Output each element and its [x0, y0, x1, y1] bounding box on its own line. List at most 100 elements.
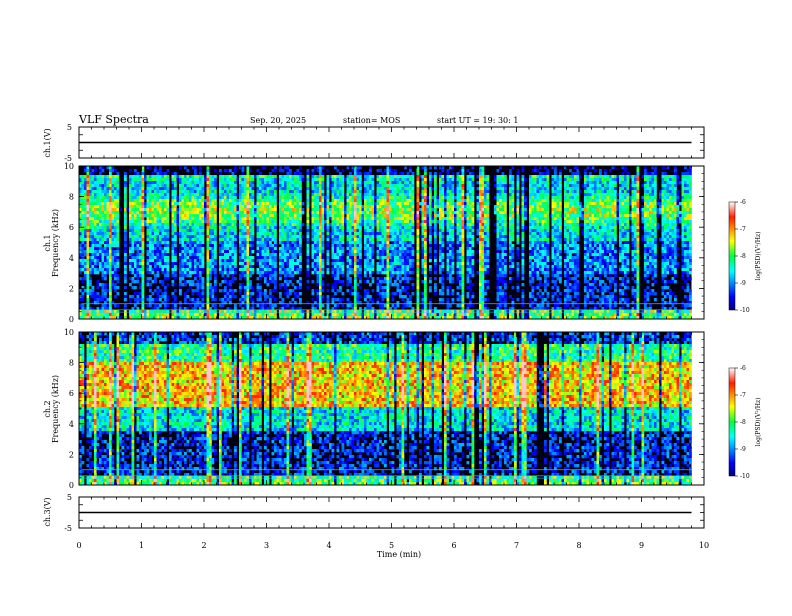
- spectrogram-cell: [367, 280, 370, 283]
- spectrogram-cell: [94, 196, 97, 199]
- spectrogram-cell: [207, 271, 210, 274]
- spectrogram-cell: [317, 238, 320, 241]
- spectrogram-cell: [194, 283, 197, 286]
- spectrogram-cell: [314, 244, 317, 247]
- spectrogram-cell: [142, 199, 145, 202]
- spectrogram-cell: [167, 298, 170, 301]
- spectrogram-cell: [154, 196, 157, 199]
- spectrogram-cell: [134, 271, 137, 274]
- spectrogram-cell: [334, 262, 337, 265]
- spectrogram-cell: [209, 232, 212, 235]
- spectrogram-cell: [109, 223, 112, 226]
- spectrogram-cell: [224, 241, 227, 244]
- spectrogram-cell: [264, 247, 267, 250]
- spectrogram-cell: [244, 265, 247, 268]
- spectrogram-cell: [139, 286, 142, 289]
- spectrogram-cell: [209, 289, 212, 292]
- spectrogram-cell: [329, 313, 332, 316]
- spectrogram-cell: [137, 217, 140, 220]
- spectrogram-cell: [334, 235, 337, 238]
- spectrogram-cell: [167, 169, 170, 172]
- spectrogram-cell: [194, 172, 197, 175]
- spectrogram-cell: [279, 250, 282, 253]
- spectrogram-cell: [89, 196, 92, 199]
- spectrogram-cell: [232, 262, 235, 265]
- spectrogram-cell: [167, 232, 170, 235]
- spectrogram-cell: [94, 208, 97, 211]
- spectrogram-cell: [287, 292, 290, 295]
- spectrogram-cell: [89, 208, 92, 211]
- spectrogram-cell: [209, 220, 212, 223]
- spectrogram-cell: [354, 292, 357, 295]
- spectrogram-cell: [274, 289, 277, 292]
- spectrogram-cell: [104, 253, 107, 256]
- spectrogram-cell: [279, 310, 282, 313]
- spectrogram-cell: [194, 193, 197, 196]
- spectrogram-cell: [227, 310, 230, 313]
- spectrogram-cell: [349, 253, 352, 256]
- spectrogram-cell: [257, 244, 260, 247]
- spectrogram-cell: [317, 250, 320, 253]
- spectrogram-cell: [252, 226, 255, 229]
- spectrogram-cell: [279, 199, 282, 202]
- spectrogram-cell: [272, 280, 275, 283]
- spectrogram-cell: [369, 193, 372, 196]
- spectrogram-cell: [352, 241, 355, 244]
- spectrogram-cell: [174, 217, 177, 220]
- spectrogram-cell: [269, 247, 272, 250]
- spectrogram-cell: [349, 229, 352, 232]
- spectrogram-cell: [269, 175, 272, 178]
- spectrogram-cell: [167, 175, 170, 178]
- spectrogram-cell: [137, 184, 140, 187]
- spectrogram-cell: [107, 253, 110, 256]
- spectrogram-cell: [164, 250, 167, 253]
- spectrogram-cell: [137, 205, 140, 208]
- spectrogram-cell: [89, 220, 92, 223]
- spectrogram-cell: [167, 229, 170, 232]
- spectrogram-cell: [102, 292, 105, 295]
- spectrogram-cell: [182, 217, 185, 220]
- spectrogram-cell: [197, 187, 200, 190]
- spectrogram-cell: [269, 277, 272, 280]
- spectrogram-cell: [337, 244, 340, 247]
- spectrogram-cell: [282, 184, 285, 187]
- spectrogram-cell: [159, 310, 162, 313]
- spectrogram-cell: [372, 310, 375, 313]
- spectrogram-cell: [164, 241, 167, 244]
- spectrogram-cell: [322, 253, 325, 256]
- spectrogram-cell: [367, 220, 370, 223]
- spectrogram-cell: [134, 184, 137, 187]
- spectrogram-cell: [347, 208, 350, 211]
- spectrogram-cell: [384, 235, 387, 238]
- spectrogram-cell: [87, 280, 90, 283]
- spectrogram-cell: [377, 271, 380, 274]
- spectrogram-cell: [154, 241, 157, 244]
- spectrogram-cell: [254, 205, 257, 208]
- spectrogram-cell: [157, 244, 160, 247]
- spectrogram-cell: [234, 268, 237, 271]
- spectrogram-cell: [387, 190, 390, 193]
- spectrogram-cell: [352, 262, 355, 265]
- spectrogram-cell: [209, 211, 212, 214]
- spectrogram-cell: [389, 187, 392, 190]
- spectrogram-cell: [139, 220, 142, 223]
- spectrogram-cell: [157, 211, 160, 214]
- spectrogram-cell: [182, 271, 185, 274]
- spectrogram-cell: [267, 313, 270, 316]
- spectrogram-cell: [264, 214, 267, 217]
- spectrogram-cell: [192, 202, 195, 205]
- spectrogram-cell: [179, 313, 182, 316]
- spectrogram-cell: [179, 220, 182, 223]
- spectrogram-cell: [337, 259, 340, 262]
- spectrogram-cell: [372, 238, 375, 241]
- spectrogram-cell: [109, 187, 112, 190]
- spectrogram-cell: [94, 256, 97, 259]
- spectrogram-cell: [359, 244, 362, 247]
- spectrogram-cell: [124, 241, 127, 244]
- spectrogram-cell: [152, 241, 155, 244]
- spectrogram-cell: [242, 238, 245, 241]
- spectrogram-cell: [214, 184, 217, 187]
- spectrogram-cell: [359, 175, 362, 178]
- spectrogram-cell: [257, 199, 260, 202]
- spectrogram-cell: [259, 268, 262, 271]
